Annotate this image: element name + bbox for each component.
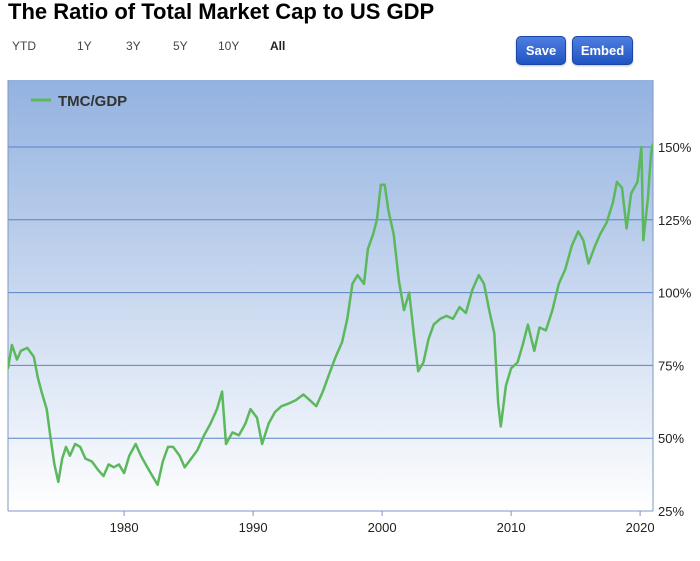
legend-label: TMC/GDP <box>58 93 127 110</box>
y-tick-label: 25% <box>658 504 684 519</box>
range-button-10y[interactable]: 10Y <box>218 39 240 53</box>
range-button-3y[interactable]: 3Y <box>126 39 141 53</box>
legend[interactable]: TMC/GDP <box>31 93 127 110</box>
range-button-all[interactable]: All <box>270 39 286 53</box>
x-tick-label: 2020 <box>626 520 655 535</box>
x-tick-label: 1990 <box>239 520 268 535</box>
y-tick-label: 150% <box>658 140 692 155</box>
x-tick-label: 2010 <box>497 520 526 535</box>
range-button-5y[interactable]: 5Y <box>173 39 188 53</box>
range-button-ytd[interactable]: YTD <box>12 39 36 53</box>
y-tick-label: 75% <box>658 358 684 373</box>
y-tick-label: 100% <box>658 286 692 301</box>
plot-area <box>8 80 653 511</box>
y-tick-label: 125% <box>658 213 692 228</box>
y-tick-label: 50% <box>658 431 684 446</box>
save-button[interactable]: Save <box>516 36 566 65</box>
embed-button[interactable]: Embed <box>572 36 633 65</box>
series-line-tmc-gdp <box>8 142 653 487</box>
range-button-1y[interactable]: 1Y <box>77 39 92 53</box>
x-tick-label: 1980 <box>110 520 139 535</box>
x-tick-label: 2000 <box>368 520 397 535</box>
page-title: The Ratio of Total Market Cap to US GDP <box>8 0 435 24</box>
